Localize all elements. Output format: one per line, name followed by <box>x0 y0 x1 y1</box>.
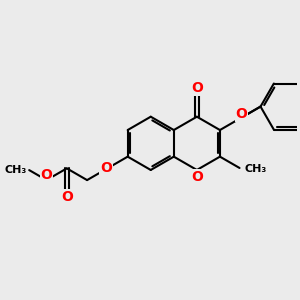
Text: CH₃: CH₃ <box>4 165 26 175</box>
Text: O: O <box>40 168 52 182</box>
Text: O: O <box>191 169 203 184</box>
Text: CH₃: CH₃ <box>244 164 267 174</box>
Text: O: O <box>191 82 203 95</box>
Text: O: O <box>61 190 73 204</box>
Text: O: O <box>100 161 112 176</box>
Text: O: O <box>236 107 247 121</box>
